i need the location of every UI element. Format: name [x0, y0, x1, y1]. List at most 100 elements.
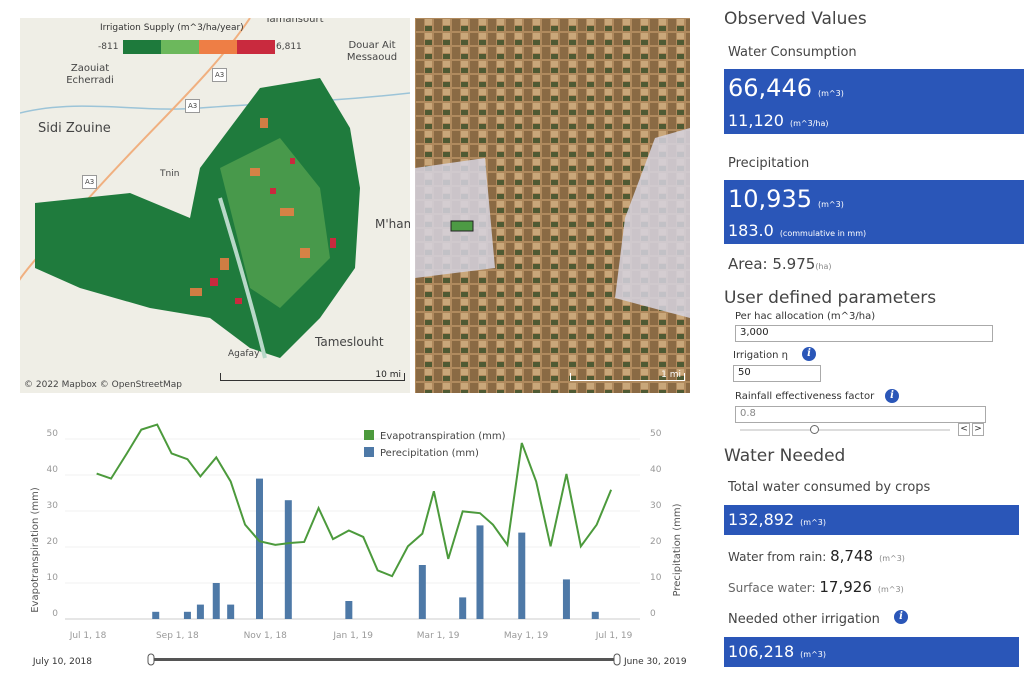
map-attribution[interactable]: © 2022 Mapbox © OpenStreetMap	[24, 380, 182, 390]
precip-bar	[227, 604, 235, 619]
y-tick-left: 40	[47, 465, 59, 475]
et-precip-chart: 0 0 10 10 20 20 30 30 40 40 50 50 Jul 1, 18 Sep 1, 18…	[30, 423, 687, 667]
precip-bar	[255, 478, 263, 619]
params-title: User defined parameters	[724, 288, 937, 308]
observed-title: Observed Values	[724, 9, 867, 29]
rainfall-input[interactable]: 0.8	[735, 406, 986, 423]
place-label: Zaouiat Echerradi	[66, 63, 114, 86]
date-range-start: July 10, 2018	[32, 657, 92, 667]
date-range-slider[interactable]	[150, 658, 616, 661]
info-icon[interactable]: i	[802, 347, 816, 361]
y-tick-left: 50	[47, 429, 59, 439]
precip-bar	[152, 611, 160, 619]
precipitation-label: Precipitation	[728, 156, 810, 171]
rainfall-slider-track[interactable]	[740, 429, 950, 431]
unit: (m^3/ha)	[789, 119, 829, 128]
date-range-end: June 30, 2019	[623, 657, 687, 667]
unit: (m^3)	[877, 585, 904, 594]
legend-color-bar	[123, 40, 275, 54]
road-label: A3	[212, 68, 228, 82]
unit: (m^3)	[817, 89, 844, 98]
y-tick-left: 20	[47, 537, 59, 547]
road-label: A3	[82, 175, 98, 189]
date-range-end-handle[interactable]	[613, 653, 621, 666]
place-label: Tnin	[160, 169, 180, 179]
unit: (commulative in mm)	[779, 229, 867, 238]
y-tick-right: 50	[650, 429, 662, 439]
allocation-input[interactable]: 3,000	[735, 325, 993, 342]
irrigation-map[interactable]: Irrigation Supply (m^3/ha/year) -811 6,8…	[20, 18, 410, 393]
place-label: M'hamid	[375, 217, 410, 231]
water-consumption-box: 66,446 (m^3) 11,120 (m^3/ha)	[724, 69, 1024, 134]
place-label: Agafay	[228, 349, 260, 359]
info-icon[interactable]: i	[885, 389, 899, 403]
area-unit: (ha)	[815, 262, 832, 271]
other-label: Needed other irrigation	[728, 612, 880, 627]
unit: (m^3)	[800, 518, 826, 527]
water-needed-title: Water Needed	[724, 446, 846, 466]
y-tick-left: 10	[47, 573, 59, 583]
map-base	[20, 18, 410, 359]
x-tick: Nov 1, 18	[244, 631, 288, 641]
unit: (m^3)	[879, 554, 905, 563]
total-box: 132,892 (m^3)	[724, 505, 1019, 535]
y-axis-right-label: Precipitation (mm)	[672, 503, 683, 596]
slider-next-button[interactable]: >	[972, 423, 984, 436]
precip-bar	[345, 601, 353, 619]
satellite-scale: 1 mi	[570, 371, 685, 381]
area-label: Area:	[728, 255, 768, 273]
x-tick: Jul 1, 19	[595, 631, 633, 641]
rainfall-slider-handle[interactable]	[809, 425, 819, 434]
y-axis-left-label: Evapotranspiration (mm)	[30, 487, 41, 613]
x-tick: Jan 1, 19	[332, 631, 373, 641]
place-label: Tameslouht	[315, 335, 384, 349]
precip-bar	[212, 583, 220, 619]
rain-value: 8,748	[830, 547, 874, 565]
y-tick-right: 0	[650, 609, 656, 619]
surface-label: Surface water:	[728, 581, 816, 595]
water-from-rain: Water from rain: 8,748 (m^3)	[728, 547, 905, 565]
precipitation-value: 10,935	[728, 185, 812, 213]
legend-et: Evapotranspiration (mm)	[380, 431, 506, 442]
unit: (m^3)	[800, 650, 826, 659]
place-label: Tamansourt	[265, 18, 324, 25]
legend-title: Irrigation Supply (m^3/ha/year)	[100, 23, 244, 33]
precipitation-mm-value: 183.0	[728, 221, 774, 240]
y-tick-left: 0	[52, 609, 58, 619]
road-label: A3	[185, 99, 201, 113]
legend-max: 6,811	[276, 42, 302, 52]
irrigation-label: Irrigation η	[733, 350, 788, 361]
rain-label: Water from rain:	[728, 550, 827, 564]
x-tick: Jul 1, 18	[69, 631, 107, 641]
precip-bar	[518, 532, 526, 619]
date-range-start-handle[interactable]	[147, 653, 155, 666]
area: Area: 5.975(ha)	[728, 255, 832, 273]
other-value: 106,218	[728, 642, 795, 661]
surface-water: Surface water: 17,926 (m^3)	[728, 578, 904, 596]
precip-bar	[476, 525, 484, 619]
y-tick-right: 20	[650, 537, 662, 547]
allocation-label: Per hac allocation (m^3/ha)	[735, 311, 876, 322]
et-line	[96, 423, 613, 578]
x-tick: Sep 1, 18	[156, 631, 199, 641]
slider-prev-button[interactable]: <	[958, 423, 970, 436]
water-consumption-label: Water Consumption	[728, 45, 857, 60]
y-tick-right: 10	[650, 573, 662, 583]
y-tick-right: 30	[650, 501, 662, 511]
total-label: Total water consumed by crops	[728, 480, 931, 495]
rainfall-label: Rainfall effectiveness factor	[735, 391, 875, 402]
y-tick-right: 40	[650, 465, 662, 475]
y-tick-left: 30	[47, 501, 59, 511]
info-icon[interactable]: i	[894, 610, 908, 624]
place-label: Douar Ait Messaoud	[346, 40, 398, 63]
precip-bar	[196, 604, 204, 619]
place-label: Sidi Zouine	[38, 121, 111, 136]
water-per-ha-value: 11,120	[728, 111, 784, 130]
irrigation-input[interactable]: 50	[733, 365, 821, 382]
legend-swatch-precip	[364, 447, 374, 457]
surface-value: 17,926	[819, 578, 872, 596]
satellite-map[interactable]: 1 mi	[415, 18, 690, 393]
x-tick: Mar 1, 19	[417, 631, 460, 641]
precip-bar	[459, 597, 467, 619]
legend-precip: Perecipitation (mm)	[380, 448, 479, 459]
